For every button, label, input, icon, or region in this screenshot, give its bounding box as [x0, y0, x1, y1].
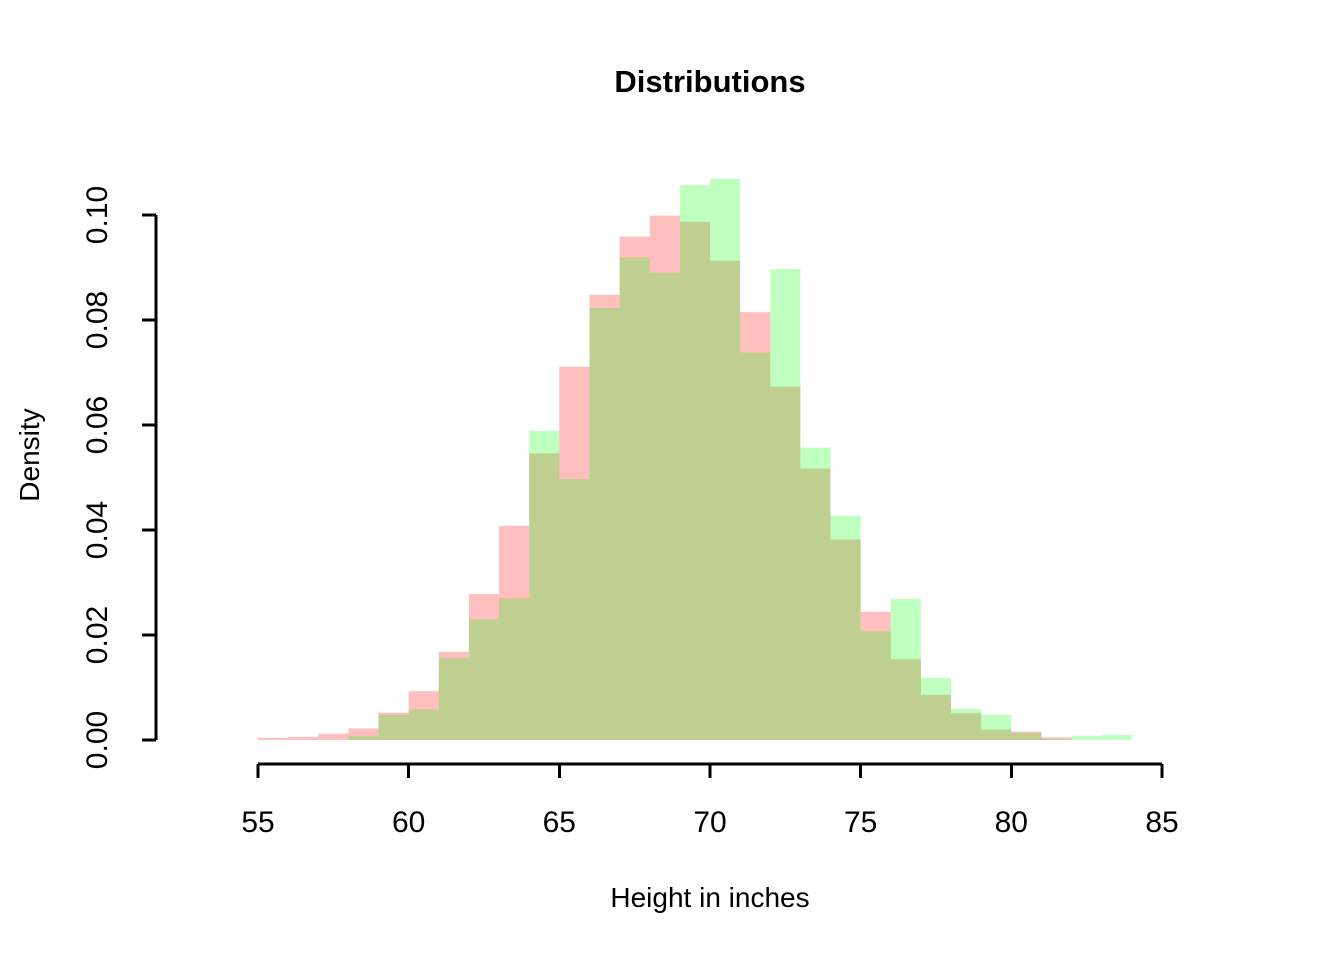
green-histogram-bar	[1101, 734, 1132, 740]
x-tick-label: 85	[1145, 806, 1178, 839]
green-histogram-bar	[529, 430, 560, 740]
green-histogram-bar	[679, 185, 710, 740]
red-histogram-bar	[770, 386, 801, 740]
green-histogram-bar	[438, 658, 469, 740]
green-histogram-bar	[499, 598, 530, 740]
green-histogram-bar	[860, 631, 891, 740]
red-histogram-bar	[981, 729, 1012, 740]
histogram-bars	[258, 178, 1132, 741]
red-histogram-bar	[499, 525, 530, 740]
red-histogram-bar	[559, 366, 590, 740]
x-tick-label: 65	[543, 806, 576, 839]
green-histogram-bar	[408, 709, 439, 740]
green-histogram-bar	[619, 257, 650, 740]
green-histogram-bar	[740, 352, 771, 740]
x-tick-label: 80	[995, 806, 1028, 839]
red-histogram-bar	[920, 694, 952, 740]
green-histogram-bar	[649, 272, 680, 740]
green-histogram-bar	[800, 447, 831, 740]
green-histogram-bar	[770, 269, 801, 740]
red-histogram-bar	[318, 733, 349, 740]
green-histogram-bar	[1011, 733, 1042, 740]
x-axis-label: Height in inches	[610, 882, 809, 913]
x-tick-label: 60	[392, 806, 425, 839]
red-histogram-bar	[529, 453, 560, 740]
y-tick-label: 0.04	[81, 501, 114, 559]
green-histogram-bar	[1071, 735, 1102, 740]
red-histogram-bar	[890, 659, 921, 740]
y-tick-label: 0.06	[81, 396, 114, 454]
red-histogram-bar	[258, 737, 289, 740]
green-histogram-bar	[710, 178, 741, 740]
red-histogram-bar	[438, 651, 469, 740]
x-tick-label: 75	[844, 806, 877, 839]
green-histogram-bar	[981, 714, 1012, 740]
green-histogram-bar	[951, 709, 982, 740]
green-histogram-bar	[348, 735, 379, 740]
red-histogram-bar	[1011, 731, 1042, 740]
red-histogram-bar	[619, 236, 650, 740]
green-histogram-bar	[559, 479, 590, 740]
green-histogram-bar	[830, 515, 861, 740]
red-histogram-bar	[860, 611, 891, 740]
green-histogram-bar	[890, 598, 921, 740]
chart-title: Distributions	[614, 64, 805, 99]
red-histogram-bar	[468, 594, 500, 740]
axes	[142, 213, 1164, 778]
red-histogram-bar	[740, 312, 771, 741]
red-histogram-bar	[951, 713, 982, 740]
red-histogram-bar	[649, 215, 680, 740]
red-histogram-bar	[408, 691, 439, 740]
red-histogram-bar	[710, 260, 741, 740]
green-histogram-bar	[1041, 738, 1072, 740]
red-histogram-bar	[830, 539, 861, 740]
y-tick-label: 0.00	[81, 711, 114, 769]
green-histogram-bar	[920, 678, 952, 740]
tick-labels: 55 60 65 70 75 80 85 0.00 0.02 0.04 0.06 0.08 0.10	[81, 186, 1179, 839]
red-histogram-bar	[589, 294, 620, 740]
y-tick-label: 0.02	[81, 606, 114, 664]
green-histogram-bar	[378, 714, 409, 740]
y-tick-label: 0.10	[81, 186, 114, 244]
green-histogram-bar	[589, 307, 620, 740]
x-tick-label: 70	[693, 806, 726, 839]
red-histogram-bar	[348, 728, 379, 740]
x-tick-label: 55	[241, 806, 274, 839]
y-tick-label: 0.08	[81, 291, 114, 349]
red-histogram-bar	[378, 712, 409, 740]
red-histogram-bar	[679, 221, 710, 740]
red-histogram-bar	[800, 468, 831, 740]
red-histogram-bar	[288, 736, 319, 740]
red-histogram-bar	[1041, 737, 1072, 741]
y-axis-label: Density	[14, 408, 45, 501]
green-histogram-bar	[468, 619, 500, 740]
